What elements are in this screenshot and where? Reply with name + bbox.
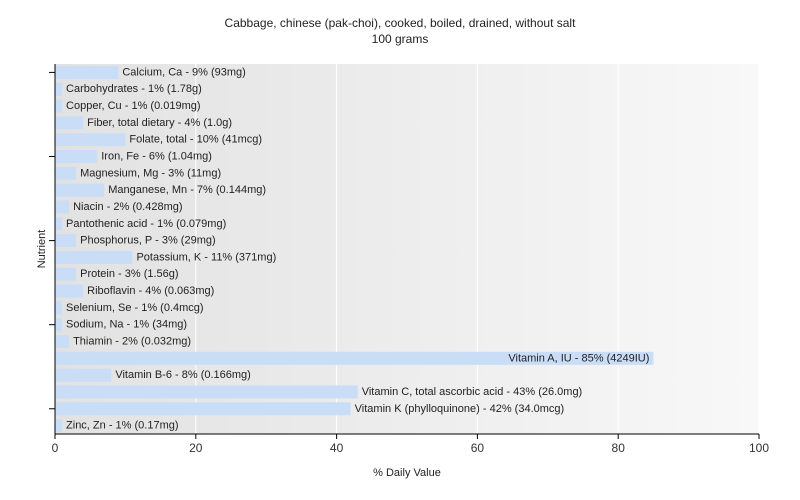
bar-label: Phosphorus, P - 3% (29mg) [80, 235, 216, 247]
bar-label: Vitamin C, total ascorbic acid - 43% (26… [362, 386, 582, 398]
bar-label: Sodium, Na - 1% (34mg) [66, 319, 187, 331]
bar-label: Fiber, total dietary - 4% (1.0g) [87, 117, 232, 129]
bar [55, 166, 77, 180]
bar [55, 301, 63, 315]
bar-label: Carbohydrates - 1% (1.78g) [66, 83, 202, 95]
bar [55, 335, 70, 348]
bar-label: Vitamin B-6 - 8% (0.166mg) [115, 369, 251, 381]
bar-label: Magnesium, Mg - 3% (11mg) [80, 167, 221, 179]
bar-label: Thiamin - 2% (0.032mg) [73, 336, 191, 348]
bar-label: Selenium, Se - 1% (0.4mcg) [66, 302, 204, 314]
bar-label: Zinc, Zn - 1% (0.17mg) [66, 420, 178, 432]
bar-label: Potassium, K - 11% (371mg) [136, 251, 276, 263]
bar [55, 250, 133, 264]
bar-label: Copper, Cu - 1% (0.019mg) [66, 100, 201, 112]
bar-label: Vitamin A, IU - 85% (4249IU) [508, 352, 649, 364]
bar-label: Iron, Fe - 6% (1.04mg) [101, 151, 212, 163]
x-tick-label: 40 [330, 441, 344, 455]
bar [55, 200, 70, 214]
bar [55, 267, 77, 281]
bar [55, 99, 63, 113]
x-tick-label: 20 [189, 441, 203, 455]
x-tick-label: 100 [749, 441, 769, 455]
bar-label: Folate, total - 10% (41mcg) [129, 134, 262, 146]
bar [55, 385, 358, 399]
bar [55, 402, 351, 416]
bar-label: Niacin - 2% (0.428mg) [73, 201, 182, 213]
bar [55, 217, 63, 231]
chart-subtitle: 100 grams [371, 32, 429, 46]
x-tick-label: 0 [52, 441, 59, 455]
bar [55, 116, 84, 130]
y-axis-title: Nutrient [36, 230, 48, 269]
chart-title-block: Cabbage, chinese (pak-choi), cooked, boi… [0, 15, 800, 47]
bar-label: Protein - 3% (1.56g) [80, 268, 178, 280]
bar [55, 284, 84, 298]
x-axis-title: % Daily Value [373, 467, 441, 479]
bar-label: Calcium, Ca - 9% (93mg) [122, 66, 245, 78]
bar-label: Manganese, Mn - 7% (0.144mg) [108, 184, 266, 196]
bar-label: Pantothenic acid - 1% (0.079mg) [66, 218, 226, 230]
x-tick-label: 80 [612, 441, 626, 455]
chart-title: Cabbage, chinese (pak-choi), cooked, boi… [224, 16, 576, 30]
bar-label: Vitamin K (phylloquinone) - 42% (34.0mcg… [355, 403, 565, 415]
bar [55, 318, 63, 332]
plot-background [55, 64, 759, 434]
bar [55, 82, 63, 96]
bar [55, 234, 77, 248]
bar [55, 368, 112, 382]
bar [55, 419, 63, 433]
bar [55, 183, 105, 197]
x-tick-label: 60 [471, 441, 485, 455]
bar [55, 133, 126, 147]
bar [55, 150, 98, 163]
bar [55, 65, 119, 79]
bar [55, 351, 654, 365]
bar-label: Riboflavin - 4% (0.063mg) [87, 285, 214, 297]
